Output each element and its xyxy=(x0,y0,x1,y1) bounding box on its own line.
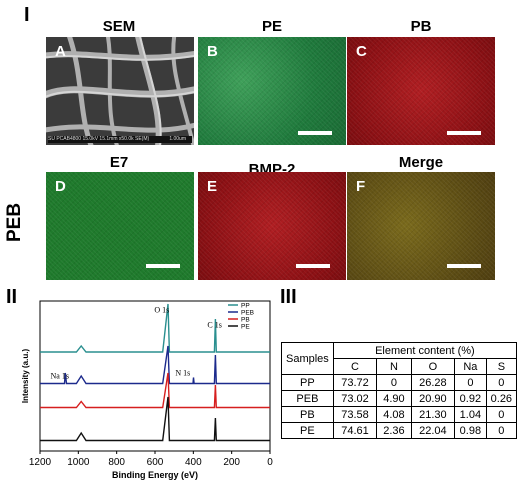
scale-bar xyxy=(296,264,330,268)
x-axis-label: Binding Energy (eV) xyxy=(112,470,198,480)
sample-cell: PE xyxy=(281,422,334,439)
panel-label-e: E xyxy=(207,178,218,195)
value-cell: 2.36 xyxy=(376,422,412,439)
section-label-one: I xyxy=(24,4,30,26)
value-cell: 4.90 xyxy=(376,390,412,407)
value-cell: 4.08 xyxy=(376,406,412,423)
peak-annotation: C 1s xyxy=(207,321,221,330)
x-tick-label: 1200 xyxy=(29,457,52,468)
table-header-row: Samples Element content (%) xyxy=(281,342,517,375)
column-header: Na xyxy=(454,358,487,375)
texture-overlay xyxy=(347,37,495,145)
panel-label-c: C xyxy=(356,43,367,60)
scale-bar xyxy=(298,131,332,135)
panel-c-pb-image: C xyxy=(347,37,495,145)
x-tick-label: 0 xyxy=(267,457,273,468)
texture-overlay xyxy=(347,172,495,280)
scale-bar xyxy=(447,131,481,135)
panel-e-bmp2-image: E xyxy=(198,172,346,280)
value-cell: 73.02 xyxy=(332,390,378,407)
value-cell: 0.98 xyxy=(454,422,487,439)
xps-survey-chart: 1200 1000 800 600 400 200 0 Binding Energy (eV)… xyxy=(21,300,273,480)
panel-label-a: A xyxy=(55,43,66,60)
table-row: PE 74.61 2.36 22.04 0.98 0 xyxy=(281,422,517,439)
panel-a-sem-image: A SU PCAB4800 15.0kV 15.1mm x50.0k SE(M)… xyxy=(46,37,194,145)
value-cell: 0 xyxy=(376,374,412,391)
legend-label: PP xyxy=(241,303,250,310)
section-label-three: III xyxy=(280,286,297,308)
x-tick-label: 800 xyxy=(108,457,125,468)
fiber-network-image xyxy=(46,37,194,145)
sem-caption: SU PCAB4800 15.0kV 15.1mm x50.0k SE(M) 1… xyxy=(48,136,192,143)
value-cell: 1.04 xyxy=(454,406,487,423)
row-label-peb: PEB xyxy=(4,202,25,242)
column-header: O xyxy=(410,358,456,375)
series-line-pe xyxy=(40,396,270,442)
texture-overlay xyxy=(46,172,194,280)
x-tick-label: 200 xyxy=(223,457,240,468)
table-row: PP 73.72 0 26.28 0 0 xyxy=(281,374,517,391)
series-line-peb xyxy=(40,345,270,385)
x-tick-label: 600 xyxy=(147,457,164,468)
table-row: PB 73.58 4.08 21.30 1.04 0 xyxy=(281,406,517,423)
series-line-pp xyxy=(40,303,270,353)
legend-label: PB xyxy=(241,317,250,324)
peak-annotation: O 1s xyxy=(154,306,169,315)
plot-frame xyxy=(39,300,271,452)
value-cell: 73.58 xyxy=(332,406,378,423)
value-cell: 0 xyxy=(454,374,487,391)
sample-cell: PEB xyxy=(281,390,334,407)
sem-caption-info: SU PCAB4800 15.0kV 15.1mm x50.0k SE(M) xyxy=(48,136,150,142)
section-label-two: II xyxy=(6,286,18,308)
panel-f-merge-image: F xyxy=(347,172,495,280)
value-cell: 73.72 xyxy=(332,374,378,391)
x-tick-label: 400 xyxy=(185,457,202,468)
sem-caption-scale: 1.00um xyxy=(169,136,186,142)
scale-bar xyxy=(447,264,481,268)
value-cell: 74.61 xyxy=(332,422,378,439)
element-content-table: Samples Element content (%) C N O Na S P… xyxy=(281,342,517,439)
panel-label-f: F xyxy=(356,178,366,195)
legend-label: PE xyxy=(241,324,250,331)
value-cell: 0.92 xyxy=(454,390,487,407)
scale-bar xyxy=(146,264,180,268)
value-cell: 21.30 xyxy=(410,406,456,423)
panel-title-e7: E7 xyxy=(109,154,129,171)
sample-cell: PB xyxy=(281,406,334,423)
panel-title-pe: PE xyxy=(261,18,282,35)
sample-cell: PP xyxy=(281,374,334,391)
peak-annotation: N 1s xyxy=(175,369,190,378)
header-samples: Samples xyxy=(281,342,334,375)
legend-label: PEB xyxy=(241,310,254,317)
value-cell: 0 xyxy=(485,374,517,391)
value-cell: 0.26 xyxy=(485,390,517,407)
column-header: N xyxy=(376,358,412,375)
panel-d-e7-image: D xyxy=(46,172,194,280)
y-axis-label: Intensity (a.u.) xyxy=(21,349,30,404)
panel-title-sem: SEM xyxy=(102,18,136,35)
column-header: C xyxy=(332,358,378,375)
texture-overlay xyxy=(198,37,346,145)
value-cell: 20.90 xyxy=(410,390,456,407)
texture-overlay xyxy=(198,172,346,280)
panel-label-b: B xyxy=(207,43,218,60)
column-header: S xyxy=(485,358,517,375)
series-line-pb xyxy=(40,372,270,409)
table-row: PEB 73.02 4.90 20.90 0.92 0.26 xyxy=(281,390,517,407)
panel-b-pe-image: B xyxy=(198,37,346,145)
header-element-content: Element content (%) xyxy=(332,342,517,359)
panel-title-pb: PB xyxy=(410,18,432,35)
value-cell: 0 xyxy=(485,406,517,423)
panel-label-d: D xyxy=(55,178,66,195)
value-cell: 22.04 xyxy=(410,422,456,439)
value-cell: 26.28 xyxy=(410,374,456,391)
peak-annotation: Na 1s xyxy=(51,372,69,381)
panel-title-merge: Merge xyxy=(398,154,444,171)
x-tick-label: 1000 xyxy=(67,457,90,468)
value-cell: 0 xyxy=(485,422,517,439)
